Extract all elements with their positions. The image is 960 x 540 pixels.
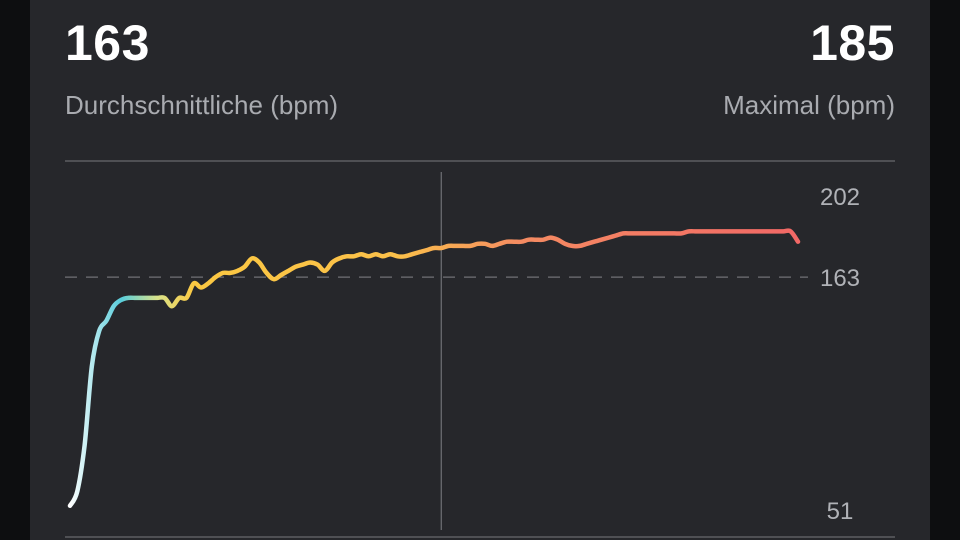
average-bpm-label: Durchschnittliche (bpm) [65,90,339,120]
y-tick-label: 51 [827,498,854,525]
y-tick-label: 163 [820,265,860,292]
max-bpm-label: Maximal (bpm) [723,90,895,120]
average-bpm-value: 163 [65,15,150,71]
y-tick-label: 202 [820,184,860,211]
max-bpm-value: 185 [810,15,895,71]
heart-rate-line [67,228,801,509]
workout-heart-rate-card: 163 185 Durchschnittliche (bpm) Maximal … [30,0,930,540]
